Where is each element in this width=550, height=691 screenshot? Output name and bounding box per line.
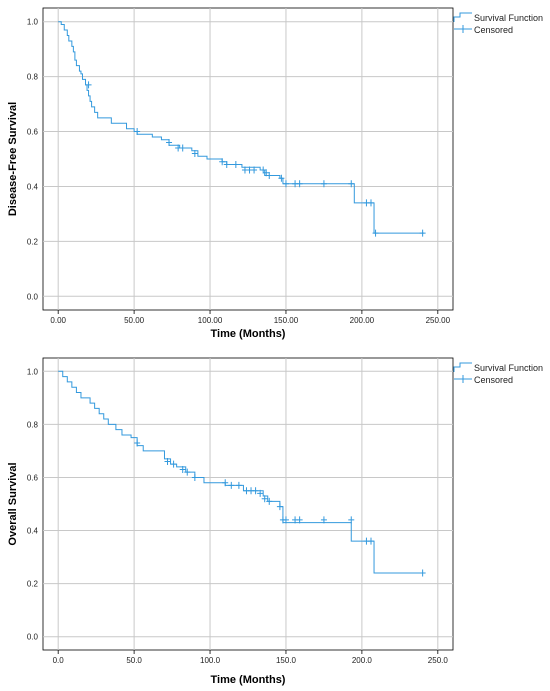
- censored-mark: [368, 537, 374, 545]
- censored-mark: [266, 171, 273, 179]
- plot-frame-top: [42, 7, 454, 311]
- censored-mark: [257, 489, 264, 497]
- gridlines-top: [43, 8, 453, 310]
- chart-disease-free: 0.0 0.2 0.4 0.6 0.8 1.0 0.00 50.00 100.00 150.00 2…: [7, 7, 543, 340]
- censored-mark: [419, 569, 426, 577]
- legend-censored-label-top: Censored: [474, 25, 513, 35]
- censored-mark: [282, 180, 289, 188]
- y-tick-label: 0.8: [27, 73, 39, 82]
- legend-survival-label-bottom: Survival Function: [474, 363, 543, 373]
- censored-mark: [232, 160, 239, 168]
- censored-mark: [278, 174, 285, 182]
- x-tick-label: 150.00: [274, 316, 299, 325]
- survival-step-line: [58, 370, 425, 574]
- chart-overall: 0.0 0.2 0.4 0.6 0.8 1.0 0.0 50.0 100.0 150.0 200.0…: [7, 357, 543, 686]
- y-tick-label: 0.0: [27, 633, 39, 642]
- censored-mark: [372, 229, 379, 237]
- x-tick-label: 0.00: [50, 316, 66, 325]
- legend-survival-label-top: Survival Function: [474, 13, 543, 23]
- censored-mark: [184, 468, 191, 476]
- censored-mark: [191, 473, 198, 481]
- censored-mark: [261, 495, 268, 503]
- censored-mark: [85, 81, 92, 89]
- censored-mark: [228, 481, 235, 489]
- censored-mark: [164, 458, 171, 466]
- censored-mark: [223, 160, 230, 168]
- tick-labels-top: 0.0 0.2 0.4 0.6 0.8 1.0 0.00 50.00 100.00 150.00 2…: [27, 18, 451, 325]
- censored-mark: [219, 158, 226, 166]
- censored-mark: [134, 439, 141, 447]
- censored-mark: [296, 180, 303, 188]
- x-tick-label: 150.0: [276, 656, 297, 665]
- censored-mark: [348, 180, 355, 188]
- censored-mark: [170, 460, 177, 468]
- censored-mark: [266, 497, 273, 505]
- y-tick-label: 0.2: [27, 580, 39, 589]
- censored-mark: [348, 516, 355, 524]
- censored-mark: [320, 516, 327, 524]
- x-tick-label: 100.0: [200, 656, 221, 665]
- censored-mark: [191, 150, 198, 158]
- y-tick-label: 0.4: [27, 182, 39, 191]
- y-tick-label: 0.2: [27, 237, 39, 246]
- y-tick-label: 0.0: [27, 292, 39, 301]
- x-tick-label: 100.00: [198, 316, 223, 325]
- censored-mark: [134, 128, 141, 136]
- censored-mark: [260, 166, 267, 174]
- survival-line-bottom: [58, 370, 425, 574]
- censored-mark: [235, 481, 242, 489]
- y-tick-label: 0.6: [27, 473, 39, 482]
- censored-mark: [263, 169, 270, 177]
- censored-mark: [282, 516, 289, 524]
- legend-top: Survival Function Censored: [453, 12, 543, 35]
- x-tick-label: 250.00: [426, 316, 451, 325]
- y-axis-label-top: Disease-Free Survival: [7, 102, 19, 216]
- censored-mark: [252, 487, 259, 495]
- censored-marks-bottom: [134, 439, 426, 577]
- legend-survival-icon-top: [453, 12, 472, 22]
- censored-mark: [251, 166, 258, 174]
- y-axis-label-bottom: Overall Survival: [7, 462, 19, 545]
- x-tick-label: 50.0: [126, 656, 142, 665]
- x-tick-label: 50.00: [124, 316, 145, 325]
- censored-mark: [222, 479, 229, 487]
- censored-mark: [296, 516, 303, 524]
- legend-censored-icon-bottom: [454, 375, 472, 383]
- censored-marks-top: [85, 81, 426, 237]
- x-tick-label: 200.00: [350, 316, 375, 325]
- y-tick-label: 1.0: [27, 367, 39, 376]
- censored-mark: [179, 465, 186, 473]
- y-tick-label: 1.0: [27, 18, 39, 27]
- legend-censored-icon-top: [454, 25, 472, 33]
- censored-mark: [179, 144, 186, 152]
- plot-frame-bottom: [42, 357, 454, 651]
- censored-mark: [368, 199, 374, 207]
- y-tick-label: 0.4: [27, 527, 39, 536]
- censored-mark: [419, 229, 426, 237]
- y-tick-label: 0.8: [27, 420, 39, 429]
- x-axis-label-top: Time (Months): [211, 328, 286, 340]
- legend-survival-icon-bottom: [453, 362, 472, 372]
- x-axis-label-bottom: Time (Months): [211, 674, 286, 686]
- legend-censored-label-bottom: Censored: [474, 375, 513, 385]
- censored-mark: [276, 503, 283, 511]
- legend-bottom: Survival Function Censored: [453, 362, 543, 385]
- censored-mark: [166, 139, 173, 147]
- x-tick-label: 200.0: [352, 656, 373, 665]
- y-tick-label: 0.6: [27, 128, 39, 137]
- x-tick-label: 250.0: [428, 656, 449, 665]
- censored-mark: [320, 180, 327, 188]
- tick-labels-bottom: 0.0 0.2 0.4 0.6 0.8 1.0 0.0 50.0 100.0 150.0 200.0…: [27, 367, 448, 665]
- x-tick-label: 0.0: [53, 656, 65, 665]
